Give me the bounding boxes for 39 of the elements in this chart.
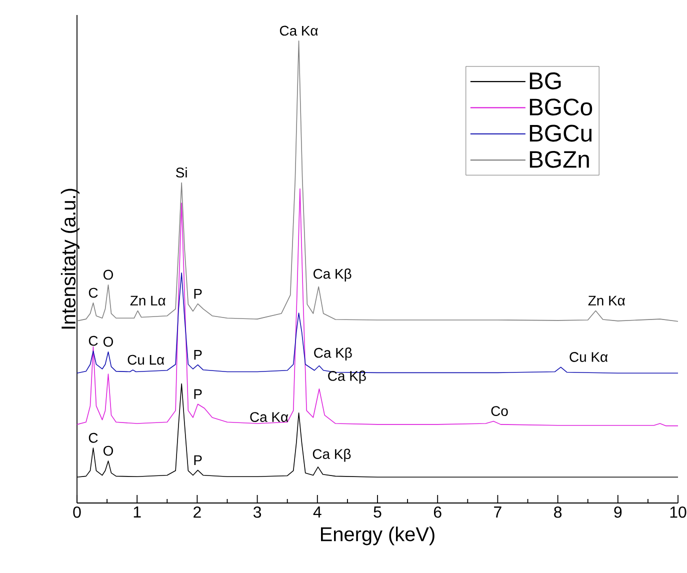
annotation: Ca Kβ bbox=[314, 268, 352, 282]
annotation: O bbox=[103, 336, 114, 347]
legend-label: BG bbox=[530, 72, 561, 90]
x-tick-label: 1 bbox=[134, 506, 141, 518]
x-tick-label: 4 bbox=[313, 506, 322, 518]
annotation: Zn Lα bbox=[130, 296, 166, 306]
x-axis-title: Energy (keV) bbox=[321, 526, 434, 546]
x-tick-label: 0 bbox=[73, 506, 81, 518]
x-tick-label: 9 bbox=[614, 506, 622, 518]
x-tick-label: 2 bbox=[194, 506, 201, 518]
annotation: Ca Kβ bbox=[312, 448, 351, 462]
annotation: Cu Kα bbox=[570, 352, 608, 362]
annotation: O bbox=[103, 270, 114, 280]
x-tick-label: 6 bbox=[434, 506, 442, 518]
annotation: Co bbox=[491, 406, 508, 416]
annotation: Ca Kβ bbox=[328, 370, 366, 384]
x-tick-label: 10 bbox=[670, 506, 686, 518]
annotation: Cu Lα bbox=[128, 354, 164, 365]
legend-label: BGZn bbox=[530, 150, 589, 168]
y-axis-title: Intensitaty (a.u.) bbox=[60, 188, 80, 329]
x-tick-label: 7 bbox=[494, 506, 502, 518]
x-tick-label: 5 bbox=[374, 506, 382, 518]
annotation: P bbox=[194, 455, 202, 465]
annotation: P bbox=[194, 289, 202, 299]
annotation: Ca Kα bbox=[250, 412, 288, 422]
annotation: Si bbox=[176, 167, 187, 178]
annotation: Zn Kα bbox=[588, 296, 625, 306]
annotation: Ca Kα bbox=[280, 26, 318, 36]
annotation: C bbox=[88, 432, 98, 443]
annotation: P bbox=[194, 350, 202, 360]
legend-label: BGCo bbox=[530, 98, 592, 116]
annotation: P bbox=[194, 389, 202, 399]
annotation: Ca Kβ bbox=[314, 348, 352, 361]
x-tick-label: 3 bbox=[253, 506, 262, 518]
legend-label: BGCu bbox=[530, 124, 592, 142]
x-tick-label: 8 bbox=[554, 506, 562, 518]
annotation: C bbox=[88, 336, 98, 346]
annotation: C bbox=[88, 288, 98, 298]
annotation: O bbox=[103, 446, 114, 456]
